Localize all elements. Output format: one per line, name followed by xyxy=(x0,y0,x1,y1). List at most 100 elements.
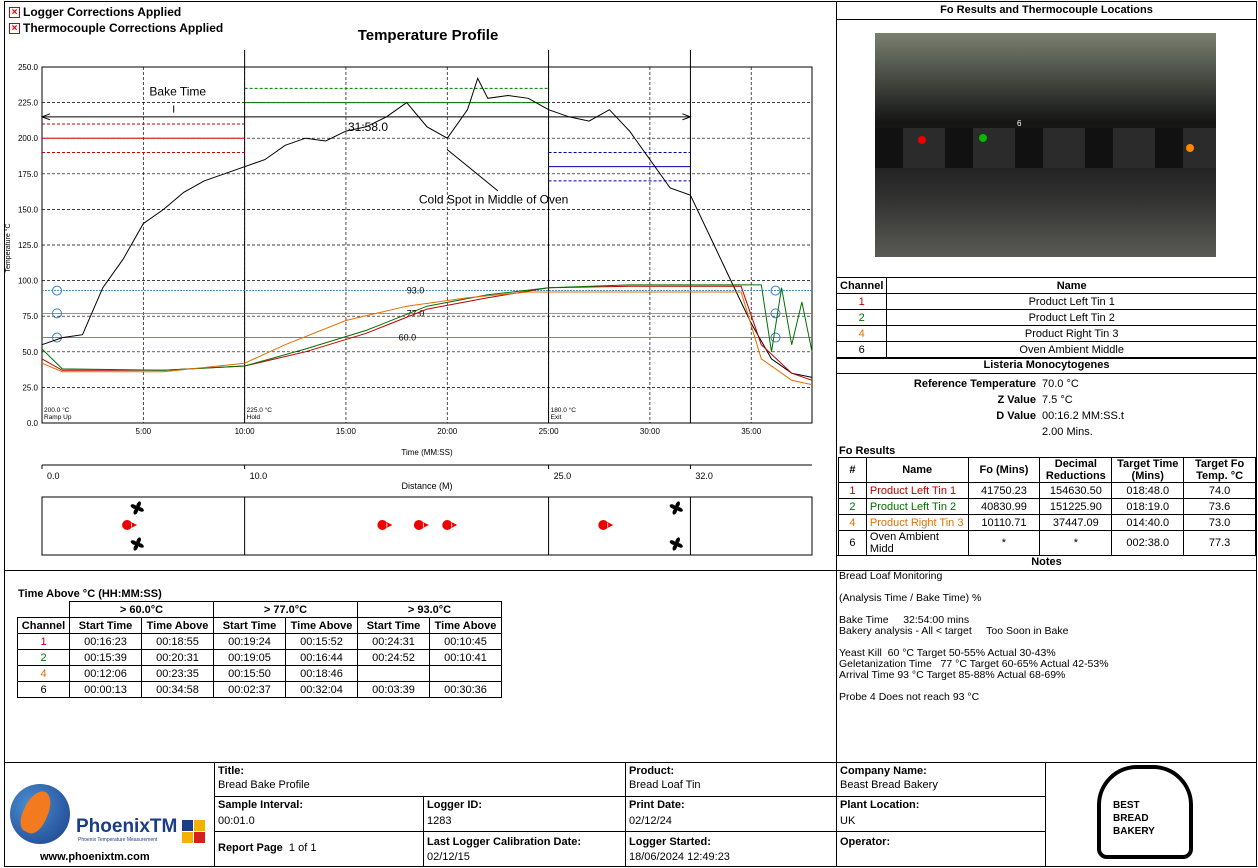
channel-number: 1 xyxy=(835,293,888,310)
fan-icon xyxy=(669,501,683,515)
report-page: Report Page 1 of 1 xyxy=(218,842,316,854)
zone-temp: 180.0 °C xyxy=(551,406,577,414)
x-tick-label: 25:00 xyxy=(539,427,560,436)
time-above-cell: 00:19:05 xyxy=(213,649,286,666)
x-tick-label: 5:00 xyxy=(136,427,152,436)
print-date-label: Print Date: xyxy=(629,799,685,811)
note-line: Bake Time 32:54:00 mins xyxy=(839,614,970,626)
bakery-logo-line: BAKERY xyxy=(1113,826,1155,837)
time-above-cell: 00:23:35 xyxy=(141,665,214,682)
listeria-row: Reference Temperature 70.0 °C xyxy=(836,376,1257,392)
fo-cell: 10110.71 xyxy=(967,514,1041,531)
interval-value: 00:01.0 xyxy=(218,815,255,827)
listeria-label: Reference Temperature xyxy=(913,378,1036,390)
fo-cell: 002:38.0 xyxy=(1111,530,1185,556)
time-above-cell: 00:12:06 xyxy=(69,665,142,682)
fo-header: Fo (Mins) xyxy=(967,457,1041,483)
listeria-params: Reference Temperature 70.0 °C Z Value 7.5 °… xyxy=(836,376,1257,440)
burner-icon xyxy=(377,520,393,530)
fo-cell: * xyxy=(1039,530,1113,556)
phoenix-logo-text: PhoenixTM xyxy=(76,816,178,837)
note-line: Geletanization Time 77 °C Target 60-65% … xyxy=(839,658,1109,670)
listeria-value: 00:16.2 MM:SS.t xyxy=(1042,410,1124,422)
note-line: Bread Loaf Monitoring xyxy=(839,570,943,582)
channel-row: 4 Product Right Tin 3 xyxy=(835,325,1257,342)
channel-table: Channel Name 1 Product Left Tin 1 2 Product … xyxy=(835,277,1257,358)
burner-icon xyxy=(413,520,429,530)
fo-cell: Product Left Tin 1 xyxy=(865,482,969,499)
series-line-1 xyxy=(41,77,813,378)
fo-cell: Product Right Tin 3 xyxy=(865,514,969,531)
time-above-header: Time Above xyxy=(285,617,358,634)
website-link[interactable]: www.phoenixtm.com xyxy=(40,851,150,863)
fo-cell: Product Left Tin 2 xyxy=(865,498,969,515)
y-tick-label: 250.0 xyxy=(18,63,39,72)
product-label: Product: xyxy=(629,765,675,777)
channel-row: 2 Product Left Tin 2 xyxy=(835,309,1257,326)
listeria-value: 70.0 °C xyxy=(1042,378,1079,390)
time-above-cell: 00:16:23 xyxy=(69,633,142,650)
name-header: Name xyxy=(886,277,1257,294)
plant-value: UK xyxy=(840,815,856,827)
fo-header: Name xyxy=(865,457,969,483)
temperature-chart: 0.0 25.0 50.0 75.0 100.0 125.0 150.0 175.0 200.0… xyxy=(4,50,813,556)
time-above-row: 4 00:12:06 00:23:35 00:15:50 00:18:46 xyxy=(17,665,502,682)
x-tick-label: 10:00 xyxy=(235,427,256,436)
bake-duration-label: 31:58.0 xyxy=(348,120,388,134)
check-x-icon: × xyxy=(9,6,20,18)
note-line: Probe 4 Does not reach 93 °C xyxy=(839,691,980,703)
phoenix-logo: PhoenixTM Phoenix Temperature Measuremen… xyxy=(10,782,210,852)
channel-number: 4 xyxy=(835,325,888,342)
report-page-value: 1 of 1 xyxy=(288,842,317,854)
fo-cell: 4 xyxy=(838,514,867,531)
listeria-row: Z Value 7.5 °C xyxy=(836,392,1257,408)
operator-label: Operator: xyxy=(840,836,891,848)
time-above-cell: 00:15:39 xyxy=(69,649,142,666)
fo-cell: 73.0 xyxy=(1183,514,1256,531)
threshold-label: 93.0 xyxy=(407,286,425,296)
notes-body: Bread Loaf Monitoring (Analysis Time / Ba… xyxy=(839,571,1109,703)
fo-results-title: Fo Results xyxy=(839,445,896,457)
arrow-head-right xyxy=(682,113,692,121)
oven-photo: 6 xyxy=(875,33,1216,257)
burner-icon xyxy=(442,520,458,530)
x-tick-label: 30:00 xyxy=(640,427,661,436)
time-above-cell xyxy=(357,665,430,682)
bakery-logo-line: BREAD xyxy=(1113,813,1149,824)
fo-cell: 37447.09 xyxy=(1039,514,1113,531)
time-above-cell: 00:34:58 xyxy=(141,681,214,698)
time-above-cell: 00:16:44 xyxy=(285,649,358,666)
zone-temp: 200.0 °C xyxy=(44,406,70,414)
probe-6-marker: 6 xyxy=(1017,119,1022,128)
listeria-row: D Value 00:16.2 MM:SS.t xyxy=(836,408,1257,424)
title-value: Bread Bake Profile xyxy=(218,779,310,791)
logger-id-value: 1283 xyxy=(427,815,452,827)
y-tick-label: 25.0 xyxy=(22,383,38,392)
listeria-value: 7.5 °C xyxy=(1042,394,1073,406)
thermocouple-corrections-check[interactable]: × Thermocouple Corrections Applied xyxy=(9,20,223,36)
fo-section-title: Fo Results and Thermocouple Locations xyxy=(940,4,1153,16)
y-axis-label: Temperature °C xyxy=(4,223,12,272)
distance-label: Distance (M) xyxy=(401,481,452,491)
threshold-marker xyxy=(52,285,62,296)
channel-name: Product Left Tin 1 xyxy=(886,293,1257,310)
threshold-marker xyxy=(52,308,62,319)
x-tick-label: 15:00 xyxy=(336,427,357,436)
zone-name: Ramp Up xyxy=(44,414,72,421)
time-above-cell: 00:15:50 xyxy=(213,665,286,682)
fo-cell: 1 xyxy=(838,482,867,499)
fo-cell: 014:40.0 xyxy=(1111,514,1185,531)
phoenix-logo-sub: Phoenix Temperature Measurement xyxy=(78,837,158,843)
fo-header: # xyxy=(838,457,867,483)
burner-icon xyxy=(122,520,138,531)
note-line: Arrival Time 93 °C Target 85-88% Actual … xyxy=(839,669,1066,681)
distance-tick-label: 32.0 xyxy=(695,471,713,481)
logger-corrections-check[interactable]: × Logger Corrections Applied xyxy=(9,4,223,20)
fo-row: 6 Oven Ambient Midd * * 002:38.0 77.3 xyxy=(838,530,1256,556)
probe-2-marker xyxy=(979,134,987,142)
product-value: Bread Loaf Tin xyxy=(629,779,701,791)
channel-row: 1 Product Left Tin 1 xyxy=(835,293,1257,310)
note-line: Bakery analysis - All < target Too Soon … xyxy=(839,625,1069,637)
fo-cell: 151225.90 xyxy=(1039,498,1113,515)
bakery-logo-line: BEST xyxy=(1113,800,1140,811)
